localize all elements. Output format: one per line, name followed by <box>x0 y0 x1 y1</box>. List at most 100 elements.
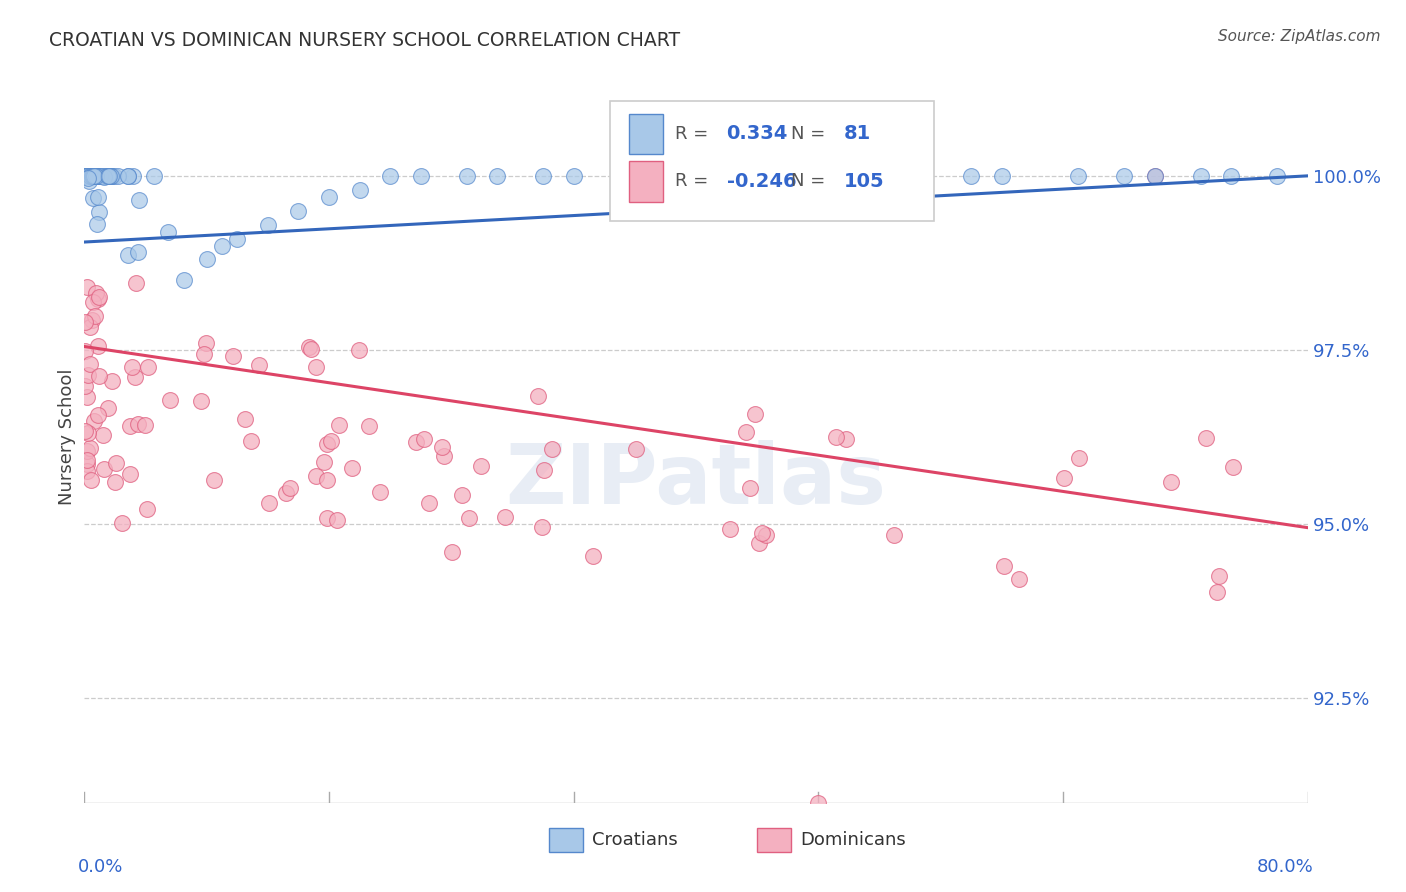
Point <box>825 430 848 444</box>
Point <box>195 335 218 350</box>
Point <box>75 379 97 393</box>
Point <box>134 417 156 432</box>
Point <box>76 425 98 440</box>
Point <box>79 169 101 183</box>
Point <box>716 169 738 183</box>
Point <box>100 374 122 388</box>
Point <box>1067 169 1090 183</box>
Point <box>405 434 427 449</box>
Point <box>93 462 115 476</box>
Point <box>89 169 111 183</box>
Point <box>259 496 281 510</box>
Point <box>718 522 741 536</box>
Point <box>195 252 218 267</box>
Point <box>76 443 98 458</box>
Point <box>84 169 107 183</box>
Point <box>380 169 402 183</box>
Point <box>1206 585 1229 599</box>
Point <box>298 340 321 354</box>
Point <box>125 276 148 290</box>
Point <box>117 169 139 183</box>
Point <box>127 245 149 260</box>
Point <box>82 295 104 310</box>
Point <box>87 368 110 383</box>
Point <box>257 218 280 232</box>
Point <box>82 169 104 183</box>
Point <box>75 343 97 358</box>
Point <box>530 519 553 533</box>
Point <box>654 169 676 183</box>
Point <box>1143 169 1166 183</box>
Point <box>84 309 107 323</box>
Point <box>75 169 97 183</box>
Point <box>342 460 364 475</box>
Point <box>76 390 98 404</box>
Point <box>486 169 509 183</box>
Point <box>128 193 150 207</box>
Point <box>75 169 97 183</box>
Point <box>84 169 107 183</box>
Point <box>494 509 516 524</box>
Point <box>84 169 107 183</box>
Text: Dominicans: Dominicans <box>800 831 905 849</box>
Point <box>457 510 479 524</box>
Point <box>87 190 110 204</box>
Point <box>84 169 107 183</box>
Point <box>77 169 100 183</box>
Text: R =: R = <box>675 125 714 143</box>
Point <box>221 349 243 363</box>
Point <box>117 169 139 183</box>
Point <box>93 169 115 184</box>
Point <box>540 442 562 456</box>
Point <box>193 347 215 361</box>
Point <box>77 368 100 382</box>
Point <box>103 169 125 183</box>
Point <box>76 279 98 293</box>
Point <box>80 169 103 183</box>
Point <box>79 320 101 334</box>
Point <box>1007 572 1029 586</box>
Point <box>87 408 110 422</box>
Point <box>111 516 134 530</box>
Text: 80.0%: 80.0% <box>1257 858 1313 876</box>
Point <box>1143 169 1166 183</box>
Point <box>80 473 103 487</box>
Text: Source: ZipAtlas.com: Source: ZipAtlas.com <box>1218 29 1381 44</box>
Point <box>84 169 107 183</box>
Point <box>835 433 858 447</box>
Point <box>77 169 100 183</box>
Point <box>75 169 97 183</box>
Point <box>87 205 110 219</box>
Point <box>100 169 122 183</box>
Text: 0.334: 0.334 <box>727 124 787 144</box>
Point <box>98 169 121 183</box>
Point <box>456 169 478 183</box>
Point <box>280 481 302 495</box>
Point <box>1222 460 1244 475</box>
Point <box>326 512 349 526</box>
Point <box>84 169 107 183</box>
Point <box>143 169 166 183</box>
Bar <box>550 829 583 852</box>
Point <box>1069 450 1091 465</box>
Point <box>97 169 120 183</box>
Point <box>440 545 463 559</box>
Point <box>609 169 631 183</box>
Point <box>562 169 585 183</box>
Point <box>76 453 98 467</box>
Point <box>101 169 124 183</box>
Text: 0.0%: 0.0% <box>79 858 124 876</box>
Point <box>1220 169 1243 183</box>
Point <box>82 190 104 204</box>
Point <box>82 169 104 183</box>
Point <box>157 225 180 239</box>
Point <box>433 449 456 463</box>
Point <box>738 481 761 495</box>
Point <box>105 456 128 470</box>
Text: ZIPatlas: ZIPatlas <box>506 441 886 522</box>
Point <box>82 169 104 183</box>
Point <box>202 473 225 487</box>
Point <box>960 169 983 183</box>
Text: 105: 105 <box>844 172 884 191</box>
Point <box>86 217 108 231</box>
